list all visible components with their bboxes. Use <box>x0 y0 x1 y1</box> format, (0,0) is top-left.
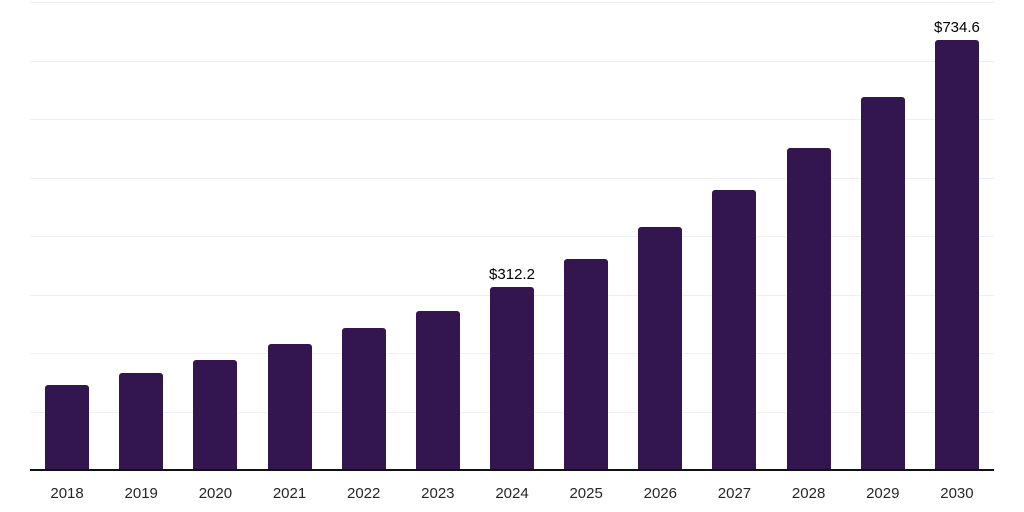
x-tick-label-2024: 2024 <box>495 485 529 502</box>
gridline-700 <box>30 60 994 62</box>
x-axis-line <box>30 469 994 471</box>
bar-2023 <box>415 311 460 470</box>
value-label-2030: $734.6 <box>933 19 980 37</box>
x-tick-label-2021: 2021 <box>272 485 307 502</box>
x-tick-label-2022: 2022 <box>347 485 381 502</box>
bar-2022 <box>341 327 386 470</box>
x-tick-label-2018: 2018 <box>50 485 84 502</box>
gridline-800 <box>30 2 994 3</box>
x-tick-label-2027: 2027 <box>717 485 752 502</box>
bar-2018 <box>45 385 90 470</box>
value-label-2024: $312.2 <box>489 266 535 284</box>
bar-2020 <box>193 360 238 470</box>
bar-2029 <box>860 96 905 470</box>
gridline-500 <box>30 177 994 179</box>
x-tick-label-2029: 2029 <box>866 485 900 502</box>
x-tick-label-2028: 2028 <box>791 485 826 502</box>
gridline-600 <box>30 119 994 120</box>
x-tick-label-2030: 2030 <box>940 485 974 502</box>
bar-2026 <box>638 226 683 470</box>
bar-2030 <box>934 40 979 470</box>
x-tick-label-2026: 2026 <box>643 485 677 502</box>
gridline-400 <box>30 236 994 237</box>
x-tick-label-2020: 2020 <box>198 485 233 502</box>
x-tick-label-2023: 2023 <box>421 485 455 502</box>
bar-2019 <box>119 372 164 470</box>
bar-2025 <box>564 259 609 470</box>
bar-2024 <box>490 287 534 470</box>
x-tick-label-2025: 2025 <box>569 485 603 502</box>
bar-2027 <box>712 190 757 470</box>
bar-2028 <box>786 147 831 470</box>
x-tick-label-2019: 2019 <box>124 485 158 502</box>
bar-2021 <box>267 344 312 470</box>
